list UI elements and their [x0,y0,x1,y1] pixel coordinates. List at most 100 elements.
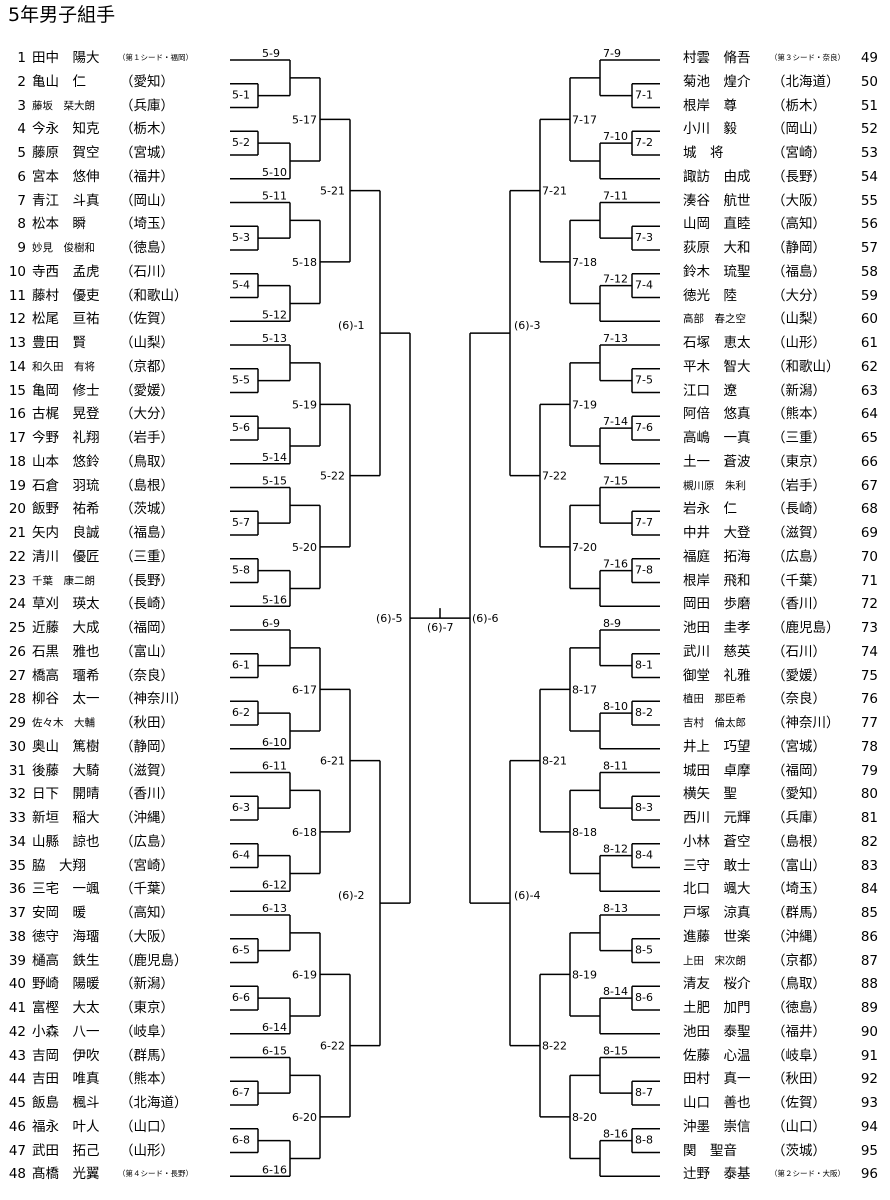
entry-prefecture: （山口） [120,1118,174,1135]
entry-name: 藤村 優吏 [32,287,100,304]
entry-row: 徳光 陸 （大分） 59 [680,285,890,307]
entry-name: 髙橋 光翼 [32,1166,100,1183]
entry-number: 2 [17,73,26,90]
entry-row: 5 藤原 賀空 （宮城） [0,142,230,164]
entry-prefecture: （三重） [772,430,826,446]
entry-name: 吉村 倫太郎 [683,717,746,729]
entry-prefecture: （岩手） [772,477,826,494]
entry-number: 47 [8,1142,26,1159]
entry-number: 86 [860,928,878,945]
match-label: 8-8 [635,1134,653,1147]
entry-row: 26 石黒 雅也 （富山） [0,641,230,663]
entry-row: 31 後藤 大騎 （滋賀） [0,760,230,782]
entry-row: 西川 元輝 （兵庫） 81 [680,807,890,829]
entry-number: 13 [8,335,26,351]
entry-name: 武田 拓己 [32,1142,100,1159]
entry-number: 25 [8,620,26,636]
entry-number: 49 [860,50,878,66]
entry-name: 進藤 世楽 [683,928,751,945]
entry-number: 7 [17,192,26,209]
entry-row: 22 清川 優匠 （三重） [0,546,230,568]
entry-name: 鈴木 琉聖 [683,263,751,280]
entry-row: 福庭 拓海 （広島） 70 [680,546,890,568]
entry-prefecture: （岩手） [120,430,174,446]
match-label: 5-21 [320,185,345,198]
entry-number: 62 [860,358,878,375]
match-label: 7-6 [635,421,653,434]
entry-row: 33 新垣 稲大 （沖縄） [0,807,230,829]
entry-number: 66 [860,453,878,470]
entry-prefecture: （群馬） [772,905,826,921]
entry-row: 土一 蒼波 （東京） 66 [680,451,890,473]
entry-row: 土肥 加門 （徳島） 89 [680,997,890,1019]
match-label: 7-3 [635,231,653,244]
match-label: 5-18 [292,256,317,269]
match-label: 7-15 [603,475,628,488]
entry-prefecture: （愛媛） [772,667,826,684]
entry-row: 2 亀山 仁 （愛知） [0,71,230,93]
entry-prefecture: （京都） [120,358,174,375]
match-label: 5-17 [292,113,317,126]
entry-name: 三宅 一颯 [32,881,100,898]
match-label: 5-19 [292,398,317,411]
match-label: 5-7 [232,516,250,529]
entry-name: 佐藤 心温 [683,1047,751,1064]
entry-number: 69 [860,525,878,541]
entry-name: 御堂 礼雅 [683,667,751,684]
entry-number: 14 [8,358,26,375]
entry-name: 妙見 俊樹和 [32,242,95,254]
entry-prefecture: （福島） [772,263,826,280]
match-label: (6)-4 [514,889,541,902]
entry-prefecture: （北海道） [772,73,840,90]
entry-name: 北口 颯大 [683,881,751,898]
entry-row: 37 安岡 暖 （高知） [0,902,230,924]
match-label: 7-18 [572,256,597,269]
entry-name: 飯島 楓斗 [32,1095,100,1111]
entry-number: 83 [860,857,878,874]
entry-row: 小川 毅 （岡山） 52 [680,118,890,140]
entry-name: 城田 卓摩 [683,762,751,779]
entry-row: 武川 慈英 （石川） 74 [680,641,890,663]
match-label: 6-19 [292,968,317,981]
entry-row: 45 飯島 楓斗 （北海道） [0,1092,230,1114]
match-label: 5-14 [262,451,287,464]
entry-prefecture: （富山） [120,643,174,660]
match-label: 6-7 [232,1086,250,1099]
entry-name: 飯野 祐希 [32,501,100,518]
entry-prefecture: （沖縄） [772,928,826,945]
match-label: 8-2 [635,706,653,719]
entry-row: 36 三宅 一颯 （千葉） [0,878,230,900]
entry-prefecture: （山形） [772,335,826,351]
entry-name: 関 聖音 [683,1142,737,1159]
entry-name: 山口 善也 [683,1095,751,1111]
entry-row: 30 奥山 篤樹 （静岡） [0,736,230,758]
entry-name: 西川 元輝 [683,810,751,826]
entry-prefecture: （宮城） [772,738,826,755]
entry-name: 石塚 恵太 [683,335,751,351]
match-label: 6-16 [262,1163,287,1176]
entry-prefecture: （大分） [772,287,826,304]
entry-row: 小林 蒼空 （島根） 82 [680,831,890,853]
match-label: 8-19 [572,968,597,981]
entry-row: 25 近藤 大成 （福岡） [0,617,230,639]
entry-number: 96 [860,1166,878,1183]
entry-name: 岩永 仁 [683,501,737,518]
entry-name: 松尾 亘祐 [32,311,100,328]
entry-prefecture: （広島） [772,548,826,565]
entry-number: 74 [860,643,878,660]
entry-name: 福永 叶人 [32,1118,100,1135]
match-label: 6-2 [232,706,250,719]
entry-row: 佐藤 心温 （岐阜） 91 [680,1045,890,1067]
entry-row: 21 矢内 良誠 （福島） [0,522,230,544]
entry-row: 戸塚 涼真 （群馬） 85 [680,902,890,924]
entry-prefecture: （埼玉） [772,881,826,898]
entry-row: 菊池 煌介 （北海道） 50 [680,71,890,93]
entry-row: 16 古梶 晃登 （大分） [0,403,230,425]
entry-name: 新垣 稲大 [32,810,100,826]
entry-prefecture: （千葉） [772,572,826,589]
entry-row: 鈴木 琉聖 （福島） 58 [680,261,890,283]
entry-name: 植田 那臣希 [683,693,746,706]
match-label: 5-2 [232,136,250,149]
entry-name: 柳谷 太一 [32,691,100,708]
entry-name: 福庭 拓海 [683,548,751,565]
